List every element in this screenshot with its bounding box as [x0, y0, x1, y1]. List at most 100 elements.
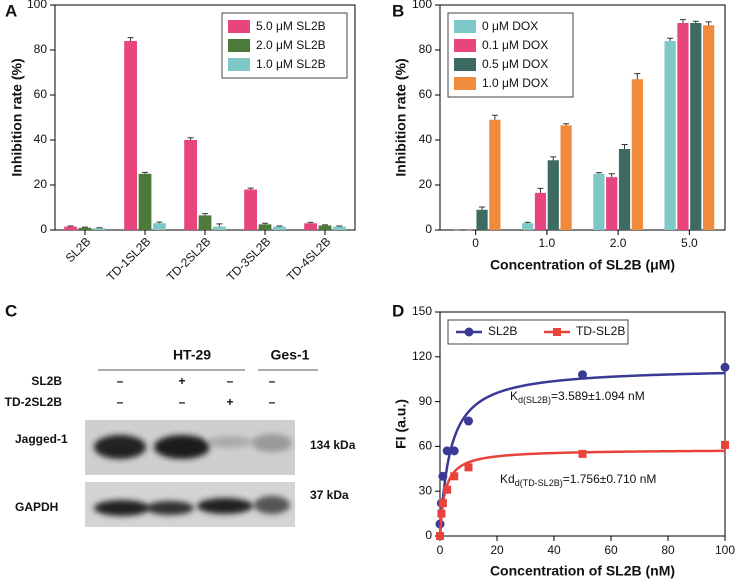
y-axis-label: Inhibition rate (%) — [9, 58, 25, 176]
blot-bands — [94, 434, 292, 516]
error-bar — [524, 221, 531, 224]
annotation-part: =3.589±1.094 nM — [551, 389, 645, 403]
blot-panel: C HT-29 Ges-1 SL2B TD-2SL2B Jagged-1 134… — [5, 301, 356, 527]
treatment-sign: + — [178, 374, 185, 388]
legend-swatch — [228, 58, 250, 71]
y-tick-label: 60 — [34, 87, 48, 101]
error-bar — [127, 37, 134, 41]
legend-swatch — [454, 39, 476, 52]
treatment-label: TD-2SL2B — [5, 395, 63, 409]
legend-swatch — [454, 20, 476, 33]
error-bar — [336, 225, 343, 227]
panel-letter: B — [392, 1, 404, 20]
y-axis-label: Inhibition rate (%) — [393, 58, 409, 176]
error-bar — [307, 221, 314, 224]
y-axis-label: FI (a.u.) — [393, 399, 409, 449]
x-tick-label: 1.0 — [539, 236, 556, 250]
legend-marker — [464, 327, 474, 337]
bar — [64, 226, 77, 230]
annotation-part: Kd — [500, 472, 515, 486]
plot-frame — [439, 311, 726, 537]
band-label: GAPDH — [15, 500, 58, 514]
group-label: HT-29 — [173, 347, 211, 363]
x-tick-label: TD-1SL2B — [104, 234, 154, 284]
error-bar — [679, 19, 686, 23]
bar — [244, 189, 257, 230]
bar — [333, 226, 346, 230]
y-tick-label: 40 — [419, 132, 433, 146]
panel-letter: C — [5, 301, 17, 320]
point — [437, 509, 446, 518]
bar — [618, 149, 631, 230]
annotation: Kdd(TD-SL2B)=1.756±0.710 nM — [500, 472, 656, 488]
treatment-sign: – — [117, 395, 124, 409]
annotation: Kd(SL2B)=3.589±1.094 nM — [510, 389, 645, 405]
legend-label: 0.1 μM DOX — [482, 38, 548, 52]
legend-label: 5.0 μM SL2B — [256, 19, 326, 33]
bar — [522, 223, 534, 230]
error-bar — [608, 173, 615, 178]
x-tick-label: 40 — [547, 543, 561, 557]
x-tick-label: 0 — [437, 543, 444, 557]
legend-label: TD-SL2B — [576, 324, 625, 338]
y-tick-label: 80 — [419, 42, 433, 56]
bar — [489, 119, 501, 230]
error-bar — [82, 226, 88, 228]
y-tick-label: 60 — [419, 439, 433, 453]
error-bar — [595, 172, 602, 174]
bar — [184, 140, 197, 230]
band-size: 134 kDa — [310, 438, 356, 452]
group-label: Ges-1 — [271, 347, 310, 363]
plot-frame — [439, 4, 726, 231]
bar — [664, 41, 676, 230]
y-tick-label: 40 — [34, 132, 48, 146]
legend-label: 0 μM DOX — [482, 19, 538, 33]
treatment-sign: – — [117, 374, 124, 388]
bar — [318, 225, 332, 230]
x-tick-label: TD-4SL2B — [284, 234, 334, 284]
x-tick-label: 5.0 — [681, 236, 698, 250]
bar — [124, 41, 137, 230]
error-bar — [262, 222, 268, 225]
bar — [631, 79, 643, 230]
error-bar — [142, 171, 148, 174]
bar — [273, 226, 286, 230]
error-bar — [491, 114, 498, 120]
legend-label: 2.0 μM SL2B — [256, 38, 326, 52]
legend-swatch — [228, 20, 250, 33]
point — [578, 449, 587, 458]
legend-label: SL2B — [488, 324, 517, 338]
bar — [677, 23, 689, 230]
error-bar — [156, 221, 163, 224]
error-bar — [621, 144, 628, 149]
legend-swatch — [454, 58, 476, 71]
x-tick-label: SL2B — [63, 234, 94, 265]
treatment-label: SL2B — [31, 374, 62, 388]
point — [450, 472, 459, 481]
treatment-sign: – — [179, 395, 186, 409]
bar — [703, 25, 715, 230]
y-tick-label: 60 — [419, 87, 433, 101]
legend-marker — [553, 328, 561, 336]
legend-swatch — [454, 77, 476, 90]
annotation-part: =1.756±0.710 nM — [563, 472, 657, 486]
bar — [153, 223, 166, 230]
y-tick-label: 100 — [412, 0, 432, 11]
bar — [304, 223, 317, 230]
treatment-sign: – — [227, 374, 234, 388]
bar — [534, 192, 547, 230]
treatment-sign: – — [269, 395, 276, 409]
point — [449, 446, 459, 456]
y-tick-label: 20 — [34, 177, 48, 191]
y-tick-label: 120 — [412, 349, 432, 363]
y-tick-label: 150 — [412, 304, 432, 318]
point — [464, 416, 473, 426]
annotation-part: d(SL2B) — [518, 395, 551, 405]
point — [578, 370, 587, 380]
point — [443, 485, 452, 494]
x-tick-label: 80 — [661, 543, 675, 557]
error-bar — [479, 206, 486, 210]
point — [721, 440, 729, 449]
error-bar — [276, 225, 283, 227]
